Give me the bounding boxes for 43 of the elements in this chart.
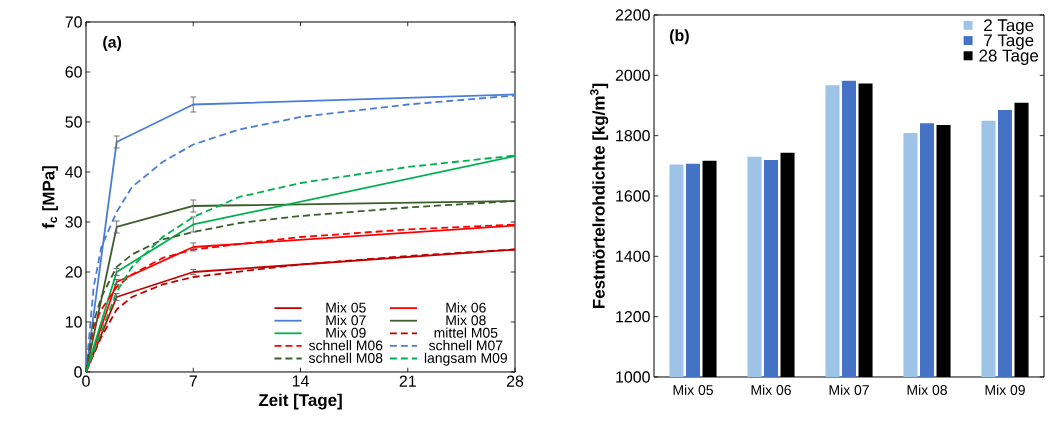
x-tick-label: Mix 05	[673, 384, 713, 395]
x-tick-label: Mix 08	[907, 384, 947, 395]
legend-label: Mix 09	[326, 327, 366, 338]
y-tick-label: 2000	[615, 69, 650, 81]
legend-label: langsam M09	[424, 352, 507, 366]
y-axis-title: Festmörtelrohdichte [kg/m$^{3}$]	[590, 83, 609, 309]
y-tick-label: 70	[65, 16, 82, 28]
y-tick-label: 60	[65, 66, 82, 78]
y-tick-label: 1400	[616, 250, 650, 262]
legend-label: schnell M08	[308, 352, 383, 363]
legend-label: 2 Tage	[984, 19, 1034, 35]
x-tick-label: 7	[189, 375, 197, 387]
y-tick-label: 30	[65, 216, 82, 228]
legend-label: mittel M05	[434, 327, 498, 338]
y-tick-label: 1200	[616, 311, 650, 323]
y-tick-label: 20	[65, 266, 82, 278]
y-tick-label: 0	[74, 366, 82, 378]
x-tick-label: 14	[292, 375, 309, 387]
legend-label: Mix 05	[326, 302, 366, 313]
annotation: (a)	[103, 36, 122, 51]
y-tick-label: 2200	[615, 9, 650, 21]
annotation: (b)	[670, 29, 689, 45]
y-tick-label: 10	[65, 316, 82, 328]
x-tick-label: 28	[506, 375, 524, 387]
x-axis-title: Zeit [Tage]	[258, 393, 342, 410]
x-tick-label: Mix 06	[751, 384, 791, 395]
legend-label: schnell M07	[429, 340, 503, 351]
y-tick-label: 1800	[616, 130, 650, 142]
y-tick-label: 1000	[616, 371, 650, 383]
x-tick-label: 0	[82, 375, 90, 387]
x-tick-label: Mix 09	[985, 384, 1025, 395]
legend-label: Mix 08	[446, 314, 486, 326]
x-tick-label: Mix 07	[829, 384, 869, 395]
legend-label: Mix 06	[446, 302, 486, 313]
x-tick-label: 21	[399, 375, 416, 387]
y-tick-label: 40	[65, 166, 82, 178]
legend-label: 7 Tage	[984, 34, 1034, 50]
y-tick-label: 1600	[616, 190, 650, 202]
y-tick-label: 50	[65, 116, 82, 128]
legend-label: Mix 07	[326, 314, 366, 326]
y-axis-title: f$_{c}$ [MPa]	[42, 166, 58, 229]
legend-label: 28 Tage	[979, 49, 1039, 65]
legend-label: schnell M06	[308, 340, 383, 351]
